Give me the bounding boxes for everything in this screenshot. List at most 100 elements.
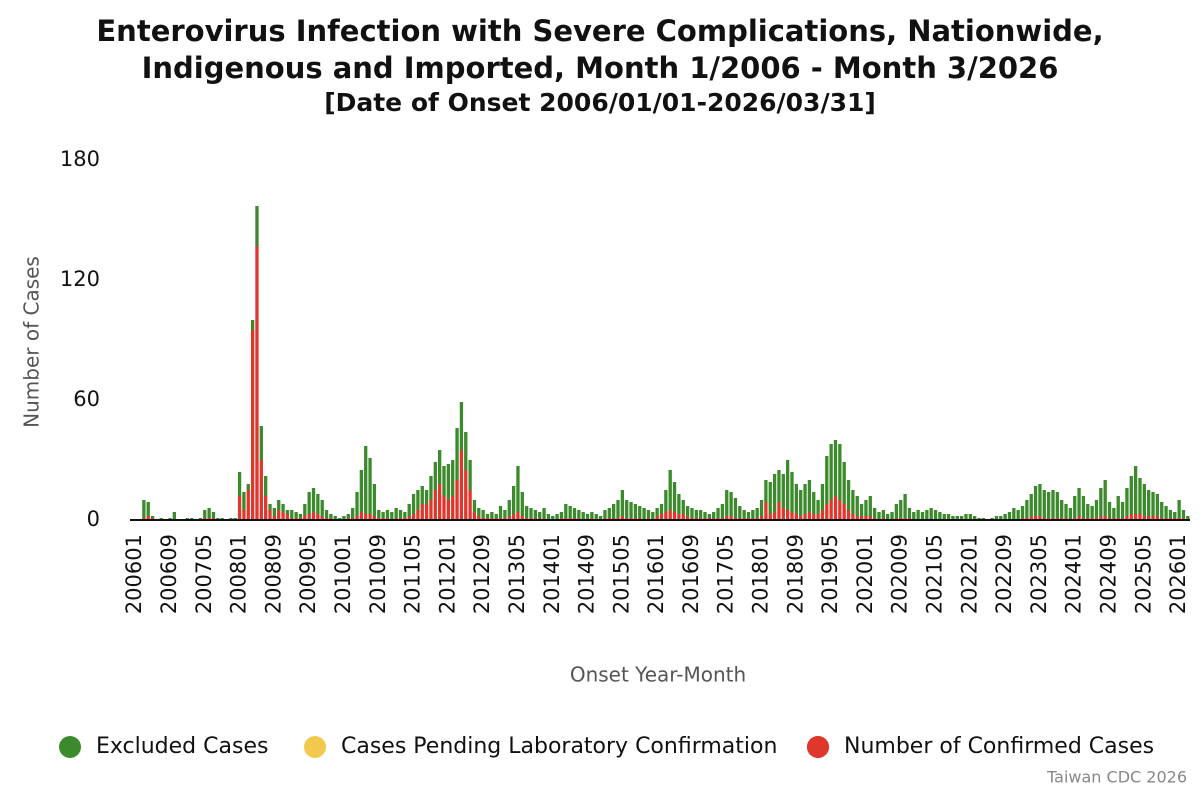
bar-segment bbox=[533, 510, 538, 518]
bar-segment bbox=[1142, 484, 1146, 516]
x-tick-label: 201609 bbox=[679, 534, 703, 614]
x-tick-label: 200609 bbox=[157, 534, 181, 614]
bar-segment bbox=[255, 246, 259, 520]
bar-segment bbox=[725, 490, 729, 516]
bar-segment bbox=[311, 488, 316, 512]
bar-segment bbox=[785, 510, 790, 520]
bar-segment bbox=[594, 514, 598, 520]
bar-segment bbox=[812, 492, 816, 514]
bar-segment bbox=[920, 512, 925, 520]
bar-segment bbox=[237, 496, 242, 520]
bar-segment bbox=[838, 500, 842, 520]
bar-segment bbox=[281, 512, 285, 520]
bar-segment bbox=[899, 500, 903, 518]
bar-segment bbox=[725, 516, 729, 520]
bar-segment bbox=[420, 486, 424, 504]
x-tick-label: 202601 bbox=[1166, 534, 1190, 614]
bar-segment bbox=[799, 490, 803, 516]
x-tick-label: 202209 bbox=[992, 534, 1016, 614]
x-tick-label: 200801 bbox=[227, 534, 251, 614]
bar-segment bbox=[285, 514, 290, 520]
bar-segment bbox=[503, 510, 507, 518]
bar-segment bbox=[772, 512, 777, 520]
bar-segment bbox=[698, 510, 703, 518]
bar-segment bbox=[959, 516, 964, 520]
x-tick-label: 201001 bbox=[331, 534, 355, 614]
bar-segment bbox=[903, 494, 907, 518]
bar-segment bbox=[1147, 516, 1151, 520]
bar-segment bbox=[825, 456, 829, 504]
bar-segment bbox=[951, 516, 955, 520]
bar-segment bbox=[481, 510, 485, 518]
bar-segment bbox=[372, 484, 377, 516]
bar-segment bbox=[677, 494, 681, 514]
bar-segment bbox=[368, 458, 372, 514]
legend-marker bbox=[59, 736, 81, 758]
bar-segment bbox=[1173, 512, 1177, 518]
bar-segment bbox=[668, 510, 672, 520]
bar-segment bbox=[359, 512, 364, 520]
bar-segment bbox=[1007, 512, 1012, 520]
x-tick-label: 201705 bbox=[714, 534, 738, 614]
bar-segment bbox=[859, 504, 864, 516]
bar-segment bbox=[207, 508, 211, 518]
x-tick-label: 201601 bbox=[644, 534, 668, 614]
bar-segment bbox=[311, 512, 316, 520]
bar-segment bbox=[964, 514, 968, 520]
chart-title: Indigenous and Imported, Month 1/2006 - … bbox=[142, 51, 1059, 85]
bar-segment bbox=[329, 514, 333, 518]
bar-segment bbox=[1055, 492, 1059, 518]
bar-segment bbox=[881, 510, 885, 518]
x-tick-label: 202305 bbox=[1027, 534, 1051, 614]
bar-segment bbox=[368, 514, 372, 520]
bar-segment bbox=[1160, 502, 1164, 518]
bar-segment bbox=[1133, 466, 1138, 514]
x-tick-label: 202105 bbox=[923, 534, 947, 614]
bar-segment bbox=[259, 460, 263, 520]
bar-segment bbox=[346, 514, 350, 518]
x-tick-label: 201209 bbox=[470, 534, 494, 614]
bar-segment bbox=[938, 512, 942, 520]
bar-segment bbox=[838, 444, 842, 500]
bar-segment bbox=[516, 466, 520, 512]
bar-segment bbox=[855, 496, 859, 516]
y-tick-label: 180 bbox=[60, 147, 100, 171]
bar-segment bbox=[1125, 516, 1129, 520]
bar-segment bbox=[1186, 516, 1190, 520]
legend-marker bbox=[807, 736, 829, 758]
bar-segment bbox=[868, 516, 872, 520]
bar-segment bbox=[146, 502, 150, 516]
bar-segment bbox=[411, 514, 416, 520]
bar-segment bbox=[1103, 480, 1107, 516]
bar-segment bbox=[1099, 516, 1103, 520]
bar-segment bbox=[746, 512, 751, 518]
bar-segment bbox=[772, 474, 777, 512]
bar-segment bbox=[307, 514, 311, 520]
bar-segment bbox=[790, 512, 794, 520]
bar-segment bbox=[607, 508, 611, 518]
x-tick-label: 200601 bbox=[122, 534, 146, 614]
bar-segment bbox=[555, 514, 559, 520]
bar-segment bbox=[912, 512, 916, 520]
bar-segment bbox=[1003, 514, 1007, 520]
bar-segment bbox=[298, 514, 303, 518]
bar-segment bbox=[1151, 516, 1155, 520]
bar-segment bbox=[1038, 484, 1042, 516]
bar-segment bbox=[381, 512, 385, 518]
bar-segment bbox=[1029, 516, 1033, 520]
bar-segment bbox=[150, 516, 155, 518]
bar-segment bbox=[542, 508, 546, 518]
bar-segment bbox=[364, 514, 368, 520]
bar-segment bbox=[564, 504, 568, 518]
bar-segment bbox=[842, 462, 846, 504]
bar-segment bbox=[1077, 516, 1081, 520]
bar-segment bbox=[764, 502, 768, 520]
bar-segment bbox=[511, 486, 516, 514]
bar-segment bbox=[851, 514, 855, 520]
bar-segment bbox=[759, 516, 764, 520]
bar-segment bbox=[577, 510, 581, 518]
bar-segment bbox=[320, 516, 324, 520]
bar-segment bbox=[807, 512, 812, 520]
bar-segment bbox=[1168, 510, 1173, 518]
bar-segment bbox=[677, 514, 681, 520]
